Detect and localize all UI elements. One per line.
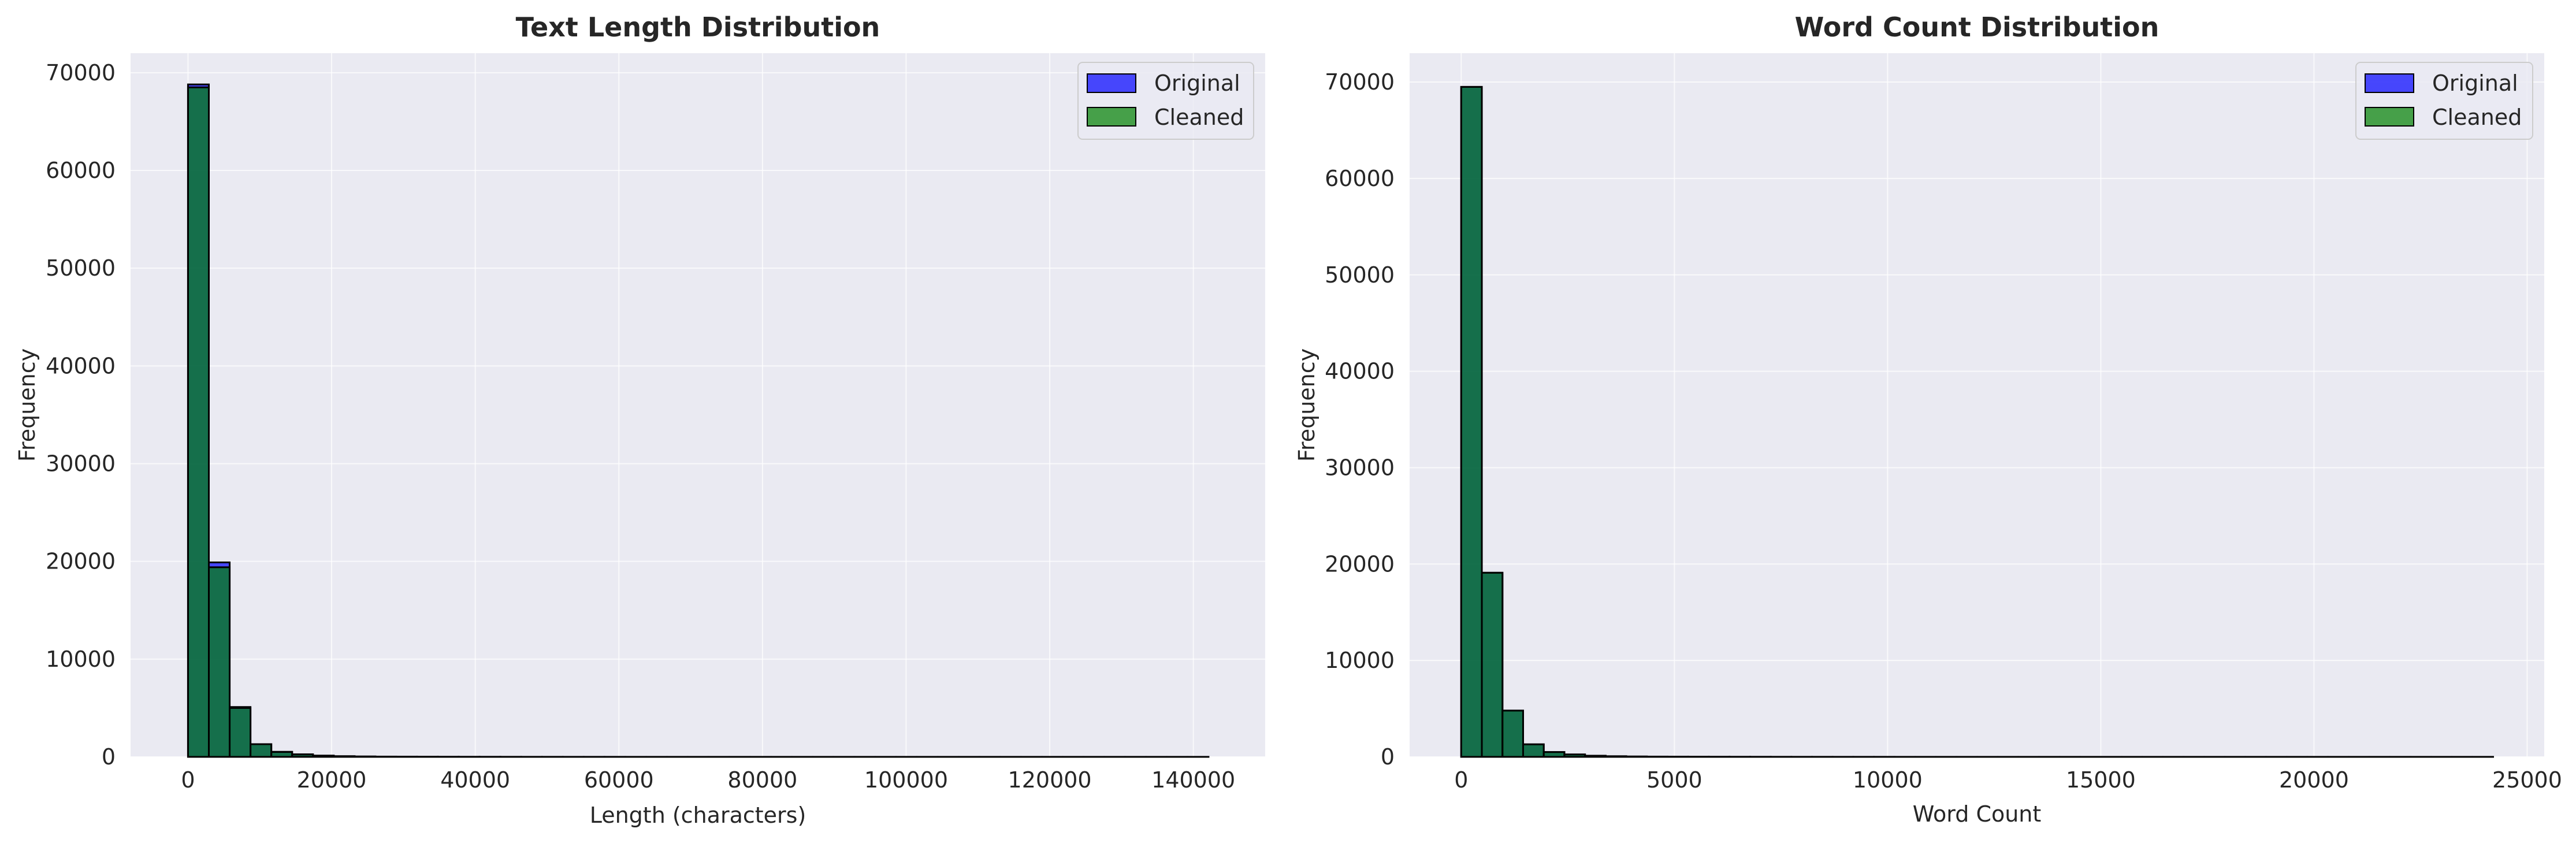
histogram-bar	[1626, 756, 1647, 757]
y-tick-labels: 0 10000 20000 30000 40000 50000 60000 70000	[1325, 69, 1395, 770]
x-tick-labels: 0 5000 10000 15000 20000 25000	[1454, 767, 2562, 793]
histogram-bar	[355, 756, 376, 757]
histogram-bar	[230, 708, 251, 757]
y-tick-label: 50000	[46, 255, 116, 281]
histogram-bar	[1544, 752, 1564, 757]
x-tick-label: 25000	[2492, 767, 2562, 793]
x-tick-label: 40000	[440, 767, 510, 793]
x-tick-label: 15000	[2066, 767, 2136, 793]
legend-swatch-original	[2365, 74, 2414, 92]
x-tick-label: 0	[1454, 767, 1468, 793]
y-tick-label: 60000	[46, 158, 116, 183]
x-tick-label: 20000	[297, 767, 367, 793]
y-tick-label: 0	[1381, 744, 1395, 770]
y-tick-label: 70000	[1325, 69, 1395, 95]
histogram-bar	[1461, 87, 1482, 757]
y-tick-labels: 0 10000 20000 30000 40000 50000 60000 70000	[46, 60, 116, 770]
y-tick-label: 70000	[46, 60, 116, 86]
histogram-bar	[188, 87, 209, 757]
legend-label-original: Original	[2432, 70, 2518, 96]
x-axis-label: Length (characters)	[590, 803, 806, 828]
x-tick-label: 20000	[2279, 767, 2349, 793]
legend-label-cleaned: Cleaned	[2432, 105, 2522, 130]
x-axis-label: Word Count	[1913, 801, 2042, 827]
x-tick-label: 0	[181, 767, 195, 793]
y-axis-label: Frequency	[14, 348, 40, 462]
x-tick-label: 80000	[727, 767, 797, 793]
histogram-bar	[1503, 711, 1523, 757]
y-tick-label: 60000	[1325, 166, 1395, 191]
histogram-bar	[1605, 756, 1626, 757]
x-tick-label: 10000	[1853, 767, 1923, 793]
plot-area-background	[131, 53, 1265, 757]
legend-swatch-cleaned	[1087, 107, 1136, 126]
legend-swatch-cleaned	[2365, 107, 2414, 126]
y-tick-label: 30000	[1325, 455, 1395, 480]
histogram-bar	[1564, 755, 1585, 757]
y-tick-label: 20000	[1325, 551, 1395, 577]
histogram-bar	[251, 744, 272, 757]
x-tick-label: 60000	[584, 767, 654, 793]
y-tick-label: 10000	[1325, 648, 1395, 673]
y-tick-label: 40000	[46, 353, 116, 378]
y-tick-label: 20000	[46, 549, 116, 574]
legend-label-cleaned: Cleaned	[1154, 105, 1244, 130]
x-tick-labels: 0 20000 40000 60000 80000 100000 120000 140000	[181, 767, 1235, 793]
legend: Original Cleaned	[1078, 62, 1254, 139]
chart-title: Word Count Distribution	[1795, 12, 2159, 43]
histogram-bar	[1585, 756, 1606, 757]
histogram-bar	[292, 755, 313, 757]
histogram-bar	[1482, 573, 1503, 757]
y-tick-label: 10000	[46, 647, 116, 672]
chart-panel-word-count: 0 5000 10000 15000 20000 25000 0 10000 20000 300…	[1294, 12, 2562, 827]
x-tick-label: 5000	[1646, 767, 1703, 793]
legend-swatch-original	[1087, 74, 1136, 92]
x-tick-label: 120000	[1008, 767, 1092, 793]
legend: Original Cleaned	[2356, 62, 2533, 139]
histogram-bar	[1523, 744, 1544, 757]
legend-label-original: Original	[1154, 70, 1240, 96]
histogram-bar	[272, 752, 292, 757]
x-tick-label: 100000	[864, 767, 948, 793]
histogram-bar	[334, 756, 355, 757]
y-axis-label: Frequency	[1294, 348, 1319, 462]
y-tick-label: 0	[102, 744, 116, 770]
chart-title: Text Length Distribution	[516, 12, 880, 43]
y-tick-label: 30000	[46, 451, 116, 477]
y-tick-label: 40000	[1325, 359, 1395, 384]
plot-area-background	[1410, 53, 2544, 757]
x-tick-label: 140000	[1151, 767, 1235, 793]
y-tick-label: 50000	[1325, 262, 1395, 288]
histogram-bar	[209, 567, 229, 757]
histogram-bar	[313, 756, 334, 757]
